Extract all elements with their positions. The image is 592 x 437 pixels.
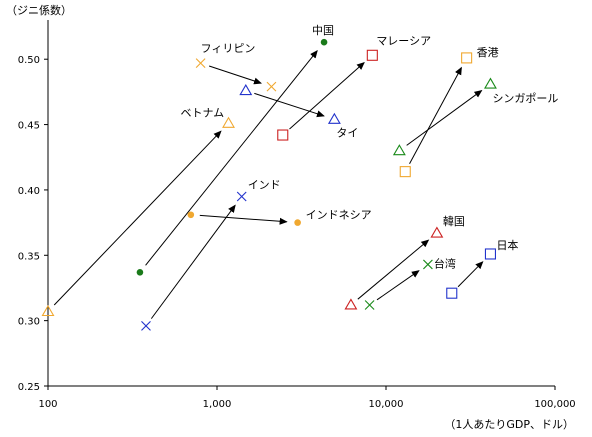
square-marker [366,49,378,61]
triangle-marker [344,298,358,310]
x-marker [195,58,206,69]
x-marker [423,259,433,270]
series-label: ベトナム [181,106,225,119]
x-marker [266,81,277,92]
y-tick-label: 0.35 [18,251,40,262]
square-marker [277,129,289,141]
y-tick-label: 0.30 [18,317,40,328]
y-tick-label: 0.25 [18,382,40,393]
arrows [53,50,484,319]
trend-arrow [376,270,420,301]
y-axis-label: （ジニ係数） [6,4,72,17]
circle-marker [136,268,144,276]
x-tick-label: 1,000 [203,399,232,410]
trend-arrow [409,66,462,164]
series-label: インドネシア [306,209,372,222]
trend-arrow [53,130,222,306]
trend-arrow [357,239,430,300]
trend-arrow [406,89,483,146]
y-tick-label: 0.40 [18,186,40,197]
trend-arrow [254,92,325,118]
triangle-marker [222,116,235,128]
y-tick-label: 0.50 [18,55,40,66]
x-marker [364,300,375,310]
square-marker [399,166,411,178]
y-tick-label: 0.45 [18,121,40,132]
series-label: シンガポール [492,92,558,105]
triangle-marker [41,304,55,317]
series-label: マレーシア [376,34,431,47]
x-tick-label: 100 [38,399,57,410]
trend-arrow [150,204,236,319]
square-marker [461,52,473,64]
trend-arrow [289,61,365,130]
x-tick-label: 100,000 [534,399,575,410]
series-label: インド [248,178,281,191]
markers [41,38,497,331]
x-tick-label: 10,000 [369,399,404,410]
series-label: フィリピン [201,42,256,55]
circle-marker [320,38,328,46]
triangle-marker [483,77,497,89]
circle-marker [294,219,301,226]
trend-arrow [199,214,288,225]
axes: 0.25 0.30 0.35 0.40 0.45 0.50 100 1,000 10,000 10… [18,20,576,410]
square-marker [484,248,497,260]
series-label: 香港 [477,46,499,59]
triangle-marker [239,83,253,96]
triangle-marker [327,112,341,124]
triangle-marker [430,226,444,238]
trend-arrow [457,261,484,288]
trend-arrow [209,65,262,85]
triangle-marker [392,144,406,156]
x-marker [236,191,247,202]
series-label: 台湾 [434,256,456,270]
series-label: タイ [336,126,358,139]
square-marker [446,287,458,299]
trend-arrow [145,50,318,266]
x-axis-label: （1人あたりGDP、ドル） [444,418,574,431]
circle-marker [187,211,195,219]
series-label: 韓国 [443,215,465,228]
x-marker [141,320,151,331]
series-label: 日本 [496,238,518,252]
series-label: 中国 [312,24,334,37]
